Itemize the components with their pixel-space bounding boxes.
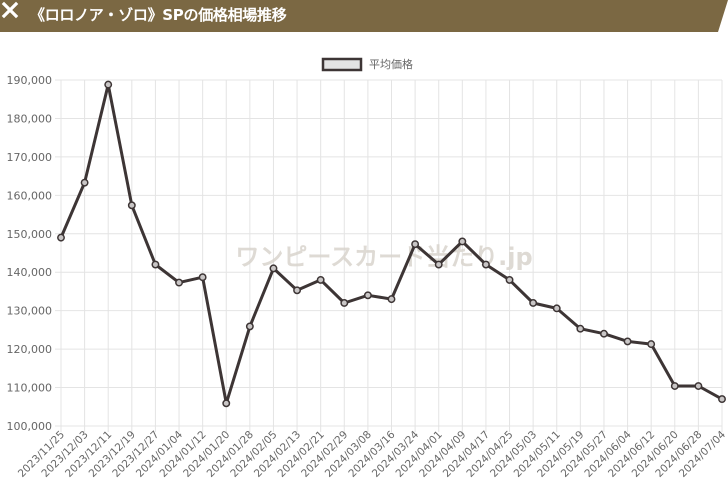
- y-tick-label: 180,000: [7, 112, 53, 125]
- data-point: [269, 264, 278, 273]
- data-point: [529, 299, 538, 307]
- y-tick-label: 100,000: [7, 420, 53, 433]
- y-axis-ticks: 100,000 110,000 120,000 130,000 140,000 150,0…: [7, 74, 53, 433]
- data-point: [458, 237, 467, 246]
- data-point: [340, 299, 349, 307]
- y-tick-label: 150,000: [7, 228, 53, 241]
- title-bar: 《ロロノア・ゾロ》SPの価格相場推移: [0, 0, 728, 32]
- y-tick-label: 140,000: [7, 266, 53, 279]
- close-icon[interactable]: [0, 0, 20, 20]
- y-tick-label: 130,000: [7, 305, 53, 318]
- chart-legend: 平均価格: [321, 57, 413, 72]
- data-point: [600, 329, 608, 338]
- chart-grid: [55, 79, 723, 432]
- title-bar-background: [0, 0, 728, 32]
- data-point: [576, 324, 585, 333]
- data-point: [505, 275, 514, 284]
- y-tick-label: 160,000: [7, 189, 53, 202]
- data-point: [80, 178, 89, 187]
- data-point: [175, 278, 183, 287]
- data-point: [57, 233, 65, 242]
- data-point: [151, 260, 160, 269]
- data-point: [245, 322, 254, 331]
- data-point: [623, 337, 632, 346]
- y-tick-label: 110,000: [7, 382, 53, 395]
- legend-label: 平均価格: [369, 57, 413, 71]
- y-tick-label: 190,000: [7, 74, 53, 87]
- data-point: [647, 340, 656, 349]
- data-point: [552, 304, 561, 313]
- data-point: [363, 291, 372, 300]
- price-chart: ワンピースカード当たり.jp 平均価格 100,000110,000120,00…: [7, 57, 728, 480]
- data-point: [198, 273, 207, 282]
- data-point: [718, 395, 726, 404]
- legend-swatch: [321, 57, 363, 72]
- data-point: [411, 240, 420, 249]
- y-tick-label: 120,000: [7, 343, 53, 356]
- series-average-price: [57, 80, 726, 408]
- data-point: [387, 295, 396, 304]
- data-point: [222, 399, 231, 408]
- data-point: [104, 80, 113, 89]
- data-point: [293, 286, 302, 295]
- page-title: 《ロロノア・ゾロ》SPの価格相場推移: [30, 6, 287, 24]
- data-point: [316, 275, 325, 284]
- x-axis-ticks: 2023/11/252023/12/032023/12/112023/12/19…: [16, 428, 728, 480]
- data-point: [127, 201, 136, 210]
- data-point: [670, 382, 679, 390]
- data-point: [481, 260, 490, 269]
- data-point: [694, 382, 703, 390]
- y-tick-label: 170,000: [7, 151, 53, 164]
- data-point: [434, 260, 443, 269]
